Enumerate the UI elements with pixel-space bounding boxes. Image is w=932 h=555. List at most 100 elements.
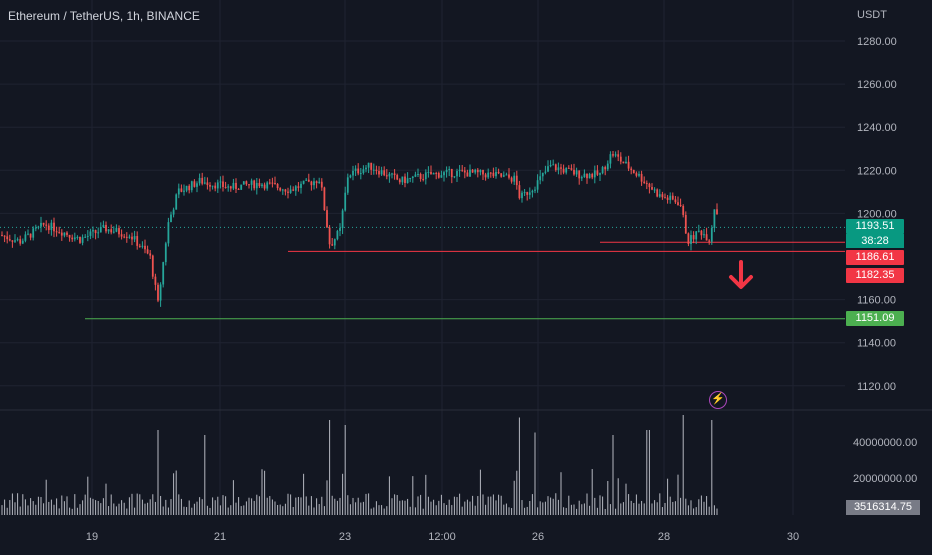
candle-body xyxy=(216,182,219,189)
volume-bar xyxy=(136,493,138,515)
candle-body xyxy=(294,186,297,191)
volume-bar xyxy=(505,503,507,515)
volume-bar xyxy=(82,500,84,515)
volume-bar xyxy=(677,474,679,515)
volume-bar xyxy=(173,473,175,515)
candle-body xyxy=(128,236,131,238)
volume-bar xyxy=(529,501,531,515)
volume-bar xyxy=(144,503,146,515)
candle-body xyxy=(240,184,243,190)
volume-bar xyxy=(209,507,211,515)
candle-body xyxy=(55,231,58,233)
volume-bar xyxy=(360,502,362,515)
volume-bar xyxy=(141,499,143,515)
candle-body xyxy=(690,235,692,244)
volume-bar xyxy=(521,500,523,515)
volume-bar xyxy=(232,480,234,515)
candle-body xyxy=(336,230,339,240)
volume-bar xyxy=(308,505,310,515)
volume-bar xyxy=(170,499,172,515)
candle-body xyxy=(398,179,401,183)
volume-bar xyxy=(204,435,206,515)
candle-body xyxy=(328,227,331,245)
volume-bar xyxy=(253,500,255,515)
candle-body xyxy=(21,240,24,244)
candle-body xyxy=(554,164,557,171)
candle-body xyxy=(705,234,708,241)
volume-bars xyxy=(1,415,718,515)
volume-bar xyxy=(243,505,245,515)
volume-bar xyxy=(336,500,338,515)
resistance-level-tag: 1186.61 xyxy=(846,250,904,265)
candle-body xyxy=(346,177,349,193)
candle-body xyxy=(697,230,700,232)
volume-bar xyxy=(19,506,21,515)
price-tick-label: 1260.00 xyxy=(857,79,897,91)
candle-body xyxy=(68,234,71,238)
volume-bar xyxy=(24,499,26,515)
candle-body xyxy=(315,181,318,184)
lightning-icon[interactable]: ⚡ xyxy=(709,391,727,409)
volume-bar xyxy=(95,500,97,515)
candle-body xyxy=(648,183,651,188)
candle-body xyxy=(255,182,258,189)
volume-bar xyxy=(256,494,258,515)
volume-bar xyxy=(589,505,591,515)
candle-body xyxy=(164,243,167,263)
candle-body xyxy=(417,173,419,175)
volume-bar xyxy=(162,506,164,515)
candle-body xyxy=(263,184,266,189)
candle-body xyxy=(339,228,341,231)
candle-body xyxy=(422,178,425,180)
volume-bar xyxy=(716,508,718,515)
volume-bar xyxy=(518,417,520,515)
volume-bar xyxy=(303,473,305,515)
volume-bar xyxy=(417,496,419,515)
candle-body xyxy=(557,167,560,171)
volume-bar xyxy=(178,494,180,515)
candle-body xyxy=(461,169,464,171)
volume-bar xyxy=(53,504,55,515)
candle-body xyxy=(385,175,388,177)
candle-body xyxy=(396,175,399,180)
candle-body xyxy=(310,181,313,186)
volume-bar xyxy=(550,497,552,515)
candle-body xyxy=(437,172,440,178)
volume-bar xyxy=(84,494,86,515)
candle-body xyxy=(664,197,666,199)
candle-body xyxy=(81,237,84,243)
candle-body xyxy=(162,262,165,285)
candle-body xyxy=(27,233,29,235)
candle-body xyxy=(528,192,531,195)
volume-bar xyxy=(35,504,37,515)
volume-bar xyxy=(240,506,242,515)
volume-bar xyxy=(222,495,224,515)
candle-body xyxy=(175,194,178,210)
volume-bar xyxy=(261,469,263,515)
volume-bar xyxy=(183,506,185,515)
candle-body xyxy=(419,173,422,179)
volume-bar xyxy=(43,503,45,515)
volume-bar xyxy=(381,505,383,515)
candle-body xyxy=(3,235,6,237)
candle-body xyxy=(141,245,144,247)
volume-bar xyxy=(539,501,541,515)
volume-bar xyxy=(154,501,156,515)
candle-body xyxy=(6,236,9,240)
grid xyxy=(0,0,932,515)
volume-bar xyxy=(149,499,151,515)
volume-bar xyxy=(500,495,502,515)
candle-body xyxy=(580,177,583,179)
volume-bar xyxy=(570,504,572,515)
candle-body xyxy=(53,222,55,232)
candle-body xyxy=(183,190,185,192)
candles xyxy=(1,150,718,307)
volume-bar xyxy=(274,501,276,515)
symbol-title[interactable]: Ethereum / TetherUS, 1h, BINANCE xyxy=(8,9,200,23)
time-tick-label: 26 xyxy=(532,531,544,543)
volume-bar xyxy=(186,507,188,515)
candle-body xyxy=(37,226,40,228)
candle-body xyxy=(536,180,539,190)
